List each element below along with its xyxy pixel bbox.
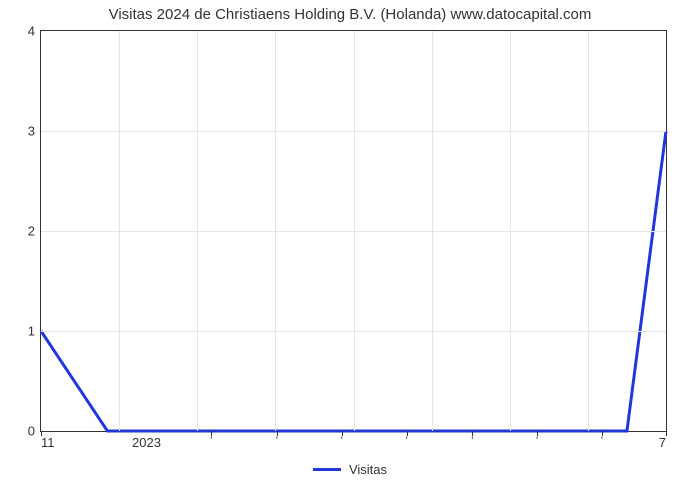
x-grid-line [432,31,433,431]
x-tick-minor-label: ' [536,431,538,447]
chart-title: Visitas 2024 de Christiaens Holding B.V.… [0,6,700,23]
x-grid-line [354,31,355,431]
y-tick-label: 3 [28,124,41,139]
x-grid-line [275,31,276,431]
x-tick-minor-label: ' [406,431,408,447]
x-tick-minor-label: ' [210,431,212,447]
legend-label: Visitas [349,462,387,477]
y-tick-label: 0 [28,424,41,439]
x-tick-label-left: 11 [41,431,55,450]
x-tick-label-right: 7 [659,431,666,450]
chart-container: Visitas 2024 de Christiaens Holding B.V.… [0,0,700,500]
x-tick-minor-label: ' [601,431,603,447]
x-tick-minor-label: ' [471,431,473,447]
x-tick-minor-label: ' [276,431,278,447]
y-tick-label: 2 [28,224,41,239]
x-grid-line [588,31,589,431]
x-tick-mark [666,431,667,436]
y-tick-label: 4 [28,24,41,39]
x-grid-line [197,31,198,431]
x-tick-label-year: 2023 [132,431,161,450]
x-tick-minor-label: ' [341,431,343,447]
legend: Visitas [0,462,700,477]
plot-area: 01234'''''''1172023 [40,30,667,432]
legend-swatch [313,468,341,471]
x-grid-line [119,31,120,431]
y-tick-label: 1 [28,324,41,339]
x-grid-line [510,31,511,431]
